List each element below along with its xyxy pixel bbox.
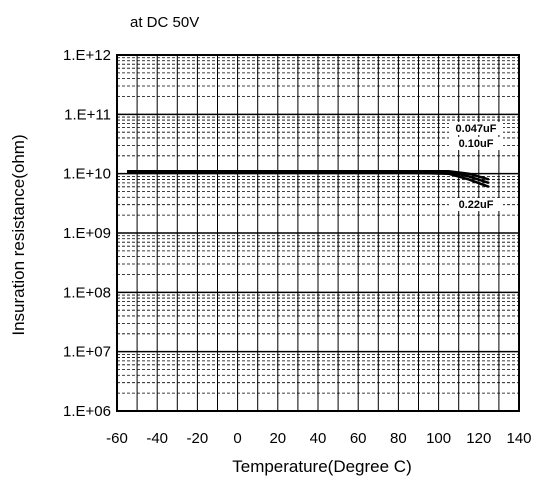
series-labels: 0.047uF 0.10uF 0.22uF [449,122,503,211]
grid [117,55,519,411]
x-tick-label: -60 [106,430,128,447]
series-label-2: 0.22uF [459,199,494,211]
y-tick-label: 1.E+11 [64,106,111,123]
x-tick-labels: -60 -40 -20 0 20 40 60 80 100 120 140 [106,430,531,447]
series-label-bg [449,198,503,211]
y-tick-label: 1.E+10 [63,166,111,183]
y-tick-label: 1.E+09 [63,225,111,242]
x-tick-label: -40 [146,430,168,447]
series-label-bg [449,137,503,150]
y-tick-label: 1.E+07 [63,344,111,361]
chart-subtitle: at DC 50V [130,14,199,31]
series-layer [127,169,490,188]
series-line-2 [127,171,490,188]
series-label-0: 0.047uF [456,123,497,135]
y-tick-label: 1.E+12 [63,47,111,64]
x-tick-label: -20 [187,430,209,447]
x-tick-label: 100 [426,430,451,447]
x-tick-label: 40 [310,430,327,447]
y-axis-label: Insuration resistance(ohm) [9,134,28,335]
series-label-1: 0.10uF [459,138,494,150]
x-tick-label: 0 [233,430,241,447]
x-tick-label: 140 [506,430,531,447]
plot-frame [116,54,520,412]
x-tick-label: 120 [466,430,491,447]
y-tick-label: 1.E+06 [63,403,111,420]
x-tick-label: 80 [390,430,407,447]
x-axis-label: Temperature(Degree C) [232,457,412,476]
x-tick-label: 60 [350,430,367,447]
x-tick-label: 20 [269,430,286,447]
y-tick-labels: 1.E+06 1.E+07 1.E+08 1.E+09 1.E+10 1.E+11 1.E+… [63,47,111,420]
series-label-bg [449,122,503,135]
y-tick-label: 1.E+08 [63,284,111,301]
